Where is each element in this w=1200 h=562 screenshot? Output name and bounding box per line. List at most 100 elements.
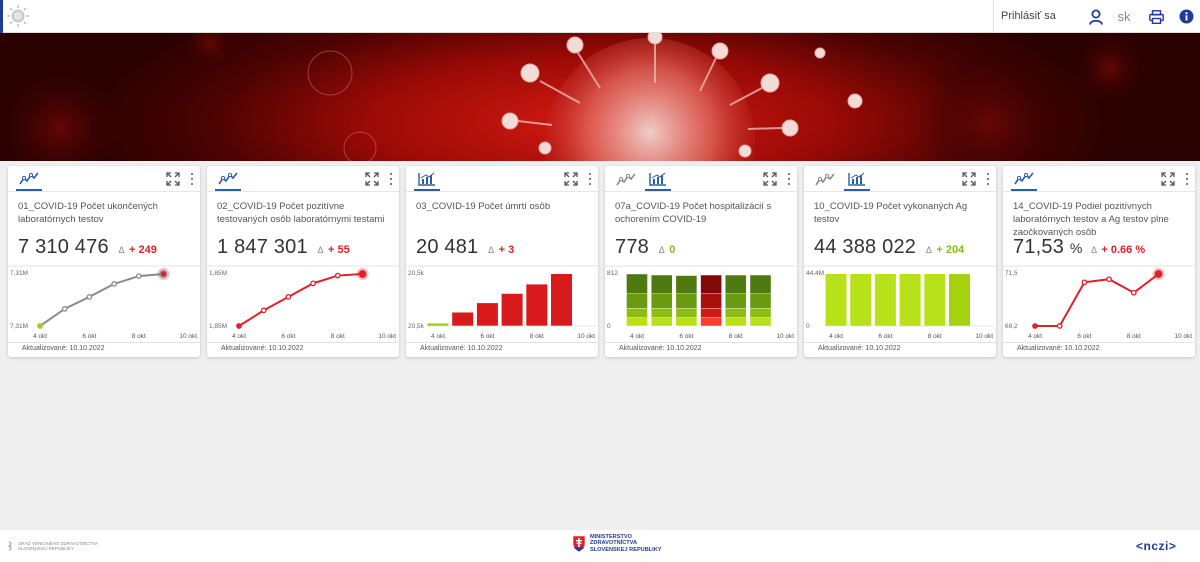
kpi-value: 20 481 [416,236,479,258]
stacked-bar-segment [626,317,648,327]
mini-chart: 7,31M 7,31M 4 okt 6 okt 8 okt 10 okt [8,265,200,340]
bar [874,274,896,326]
data-point [260,307,267,314]
tab-bar-chart[interactable] [645,169,671,191]
user-icon [1089,9,1103,25]
x-tick-label: 8 okt [928,333,942,340]
card-title: 14_COVID-19 Podiel pozitívnych laboratór… [1013,201,1169,236]
updated-timestamp: Aktualizované: 10.10.2022 [207,342,399,352]
x-tick-label: 8 okt [729,333,743,340]
login-link[interactable]: Prihlásiť sa [993,0,1063,33]
data-point [236,323,242,329]
expand-icon[interactable] [563,171,579,187]
bar-chart-icon [848,172,865,186]
stacked-bar-segment [675,293,698,309]
stacked-bar-segment [700,308,722,318]
print-button[interactable] [1142,0,1170,33]
info-button[interactable] [1172,0,1200,33]
stacked-bar-segment [700,293,722,309]
stacked-bar-segment [675,275,698,294]
tab-bar-chart[interactable] [844,169,870,191]
stacked-bar-segment [651,308,673,318]
y-axis-bottom-label: 20,5k [408,323,425,330]
kpi-delta: + 3 [498,244,515,256]
mini-chart: 20,5k 20,5k 4 okt 6 okt 8 okt 10 okt [406,265,598,340]
x-tick-label: 4 okt [232,333,246,340]
uvz-logo-link[interactable]: ÚRAD VEREJNÉHO ZDRAVOTNÍCTVA SLOVENSKEJ … [8,541,118,551]
y-axis-bottom-label: 0 [607,323,611,330]
bar [924,274,946,326]
tab-trend[interactable] [812,169,838,191]
expand-icon[interactable] [961,171,977,187]
series-line [1035,273,1160,327]
x-tick-label: 10 okt [378,333,396,340]
stacked-bar-segment [651,293,673,309]
y-axis-top-label: 71,5 [1005,270,1018,277]
x-tick-label: 10 okt [975,333,993,340]
kpi-delta: 0 [669,244,676,256]
stacked-bar-segment [700,317,722,327]
tab-trend[interactable] [16,169,42,191]
x-tick-label: 4 okt [1028,333,1042,340]
left-accent-edge [0,0,3,33]
x-tick-label: 10 okt [776,333,794,340]
trend-icon [815,173,835,186]
expand-icon[interactable] [1160,171,1176,187]
expand-icon[interactable] [762,171,778,187]
kpi-delta: + 204 [936,244,965,256]
top-bar: Prihlásiť sa sk [0,0,1200,33]
bar-chart-icon [649,172,666,186]
more-menu-button[interactable] [188,171,196,187]
more-menu-button[interactable] [387,171,395,187]
bar [476,303,498,326]
data-point [1032,323,1038,329]
kpi-delta: + 249 [129,244,157,256]
stacked-bar-segment [749,317,772,327]
more-menu-button[interactable] [785,171,793,187]
x-tick-label: 6 okt [480,333,494,340]
tab-bar-chart[interactable] [414,169,440,191]
data-point [358,270,367,278]
more-menu-button[interactable] [984,171,992,187]
tab-trend[interactable] [215,169,241,191]
bar [551,274,572,326]
ministry-logo-link[interactable]: MINISTERSTVO ZDRAVOTNÍCTVA SLOVENSKEJ RE… [572,534,680,553]
stacked-bar-segment [749,308,772,318]
kpi-value: 44 388 022 [814,236,917,258]
card-title: 07a_COVID-19 Počet hospitalizácií s ocho… [615,201,772,225]
stacked-bar-segment [725,274,747,294]
data-point [1056,323,1063,329]
expand-icon[interactable] [364,171,380,187]
kpi-value-row: 7 310 476 Δ + 249 [18,236,157,259]
kpi-delta: + 0.66 % [1101,244,1146,256]
kpi-value: 7 310 476 [18,236,109,258]
data-point [1130,289,1137,296]
expand-icon[interactable] [165,171,181,187]
delta-symbol: Δ [488,245,495,255]
tab-trend[interactable] [613,169,639,191]
more-menu-button[interactable] [586,171,594,187]
stacked-bar-segment [725,293,747,309]
trend-icon [616,173,636,186]
y-axis-top-label: 7,31M [10,270,28,277]
bar [949,274,970,326]
card-header [8,166,200,192]
language-selector[interactable]: sk [1117,9,1131,24]
sun-logo-icon[interactable] [6,4,30,28]
kpi-delta: + 55 [328,244,350,256]
stacked-bar-segment [675,317,698,327]
y-axis-bottom-label: 1,85M [209,323,227,330]
delta-symbol: Δ [118,245,125,255]
mini-chart: 1,85M 1,85M 4 okt 6 okt 8 okt 10 okt [207,265,399,340]
slovak-coat-of-arms-icon [572,535,586,552]
tab-trend[interactable] [1011,169,1037,191]
stacked-bar-segment [700,274,722,294]
x-tick-label: 4 okt [431,333,445,340]
more-menu-button[interactable] [1183,171,1191,187]
user-button[interactable] [1082,0,1110,33]
nczi-logo-link[interactable]: <nczi> [1136,539,1177,553]
footer: ÚRAD VEREJNÉHO ZDRAVOTNÍCTVA SLOVENSKEJ … [0,530,1200,562]
kpi-value-row: 44 388 022 Δ + 204 [814,236,964,259]
x-tick-label: 6 okt [82,333,96,340]
data-point [135,273,142,279]
